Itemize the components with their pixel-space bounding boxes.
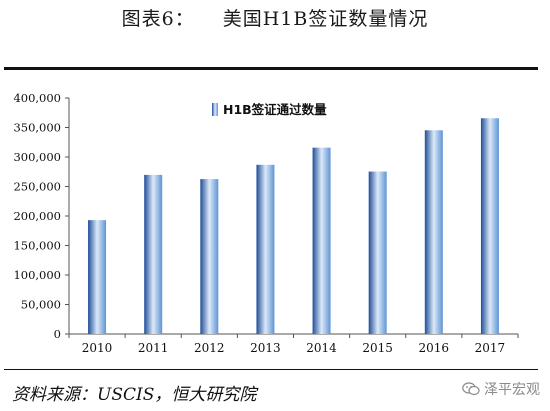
bar-2013 [256,164,275,334]
x-tick-label: 2017 [475,341,506,355]
x-tick-label: 2013 [250,341,281,355]
x-tick-label: 2011 [138,341,169,355]
y-tick-label: 100,000 [13,268,61,282]
x-tick-label: 2016 [419,341,450,355]
legend-swatch [212,103,218,116]
source-note: 资料来源：USCIS，恒大研究院 [12,385,257,405]
figure-label: 图表6： [121,8,195,30]
x-tick-labels: 2010 2011 2012 2013 2014 2015 2016 2017 [82,341,505,355]
bar-2014 [312,147,331,334]
x-tick-label: 2015 [362,341,393,355]
y-tick-labels: 0 50,000 100,000 150,000 200,000 250,000 300,0… [13,91,61,341]
y-tick-label: 150,000 [13,239,61,253]
bar-2011 [144,174,163,334]
y-tick-label: 200,000 [13,209,61,223]
y-tick-label: 400,000 [13,91,61,105]
figure-title-text: 美国H1B签证数量情况 [222,8,429,30]
watermark-text: 泽平宏观 [484,382,540,398]
watermark: 泽平宏观 [462,379,540,399]
chart-axes [65,97,519,338]
bottom-rule [4,369,538,370]
y-tick-label: 0 [54,327,61,341]
bar-2012 [200,179,219,334]
bar-2016 [424,130,443,334]
x-tick-label: 2010 [82,341,113,355]
y-tick-label: 350,000 [13,121,61,135]
bar-2017 [480,118,499,334]
x-tick-label: 2014 [306,341,337,355]
figure-title: 图表6： 美国H1B签证数量情况 [0,4,550,31]
y-tick-label: 50,000 [21,298,61,312]
bar-2010 [88,220,107,334]
bar-chart: 0 50,000 100,000 150,000 200,000 250,000 300,0… [13,91,519,355]
y-tick-label: 300,000 [13,150,61,164]
chart-legend: H1B签证通过数量 [212,102,327,117]
chart-bars [88,118,499,334]
top-rule [4,67,538,70]
legend-label: H1B签证通过数量 [223,102,327,117]
y-tick-label: 250,000 [13,180,61,194]
bar-2015 [368,171,387,334]
x-tick-label: 2012 [194,341,225,355]
wechat-icon [462,382,480,396]
